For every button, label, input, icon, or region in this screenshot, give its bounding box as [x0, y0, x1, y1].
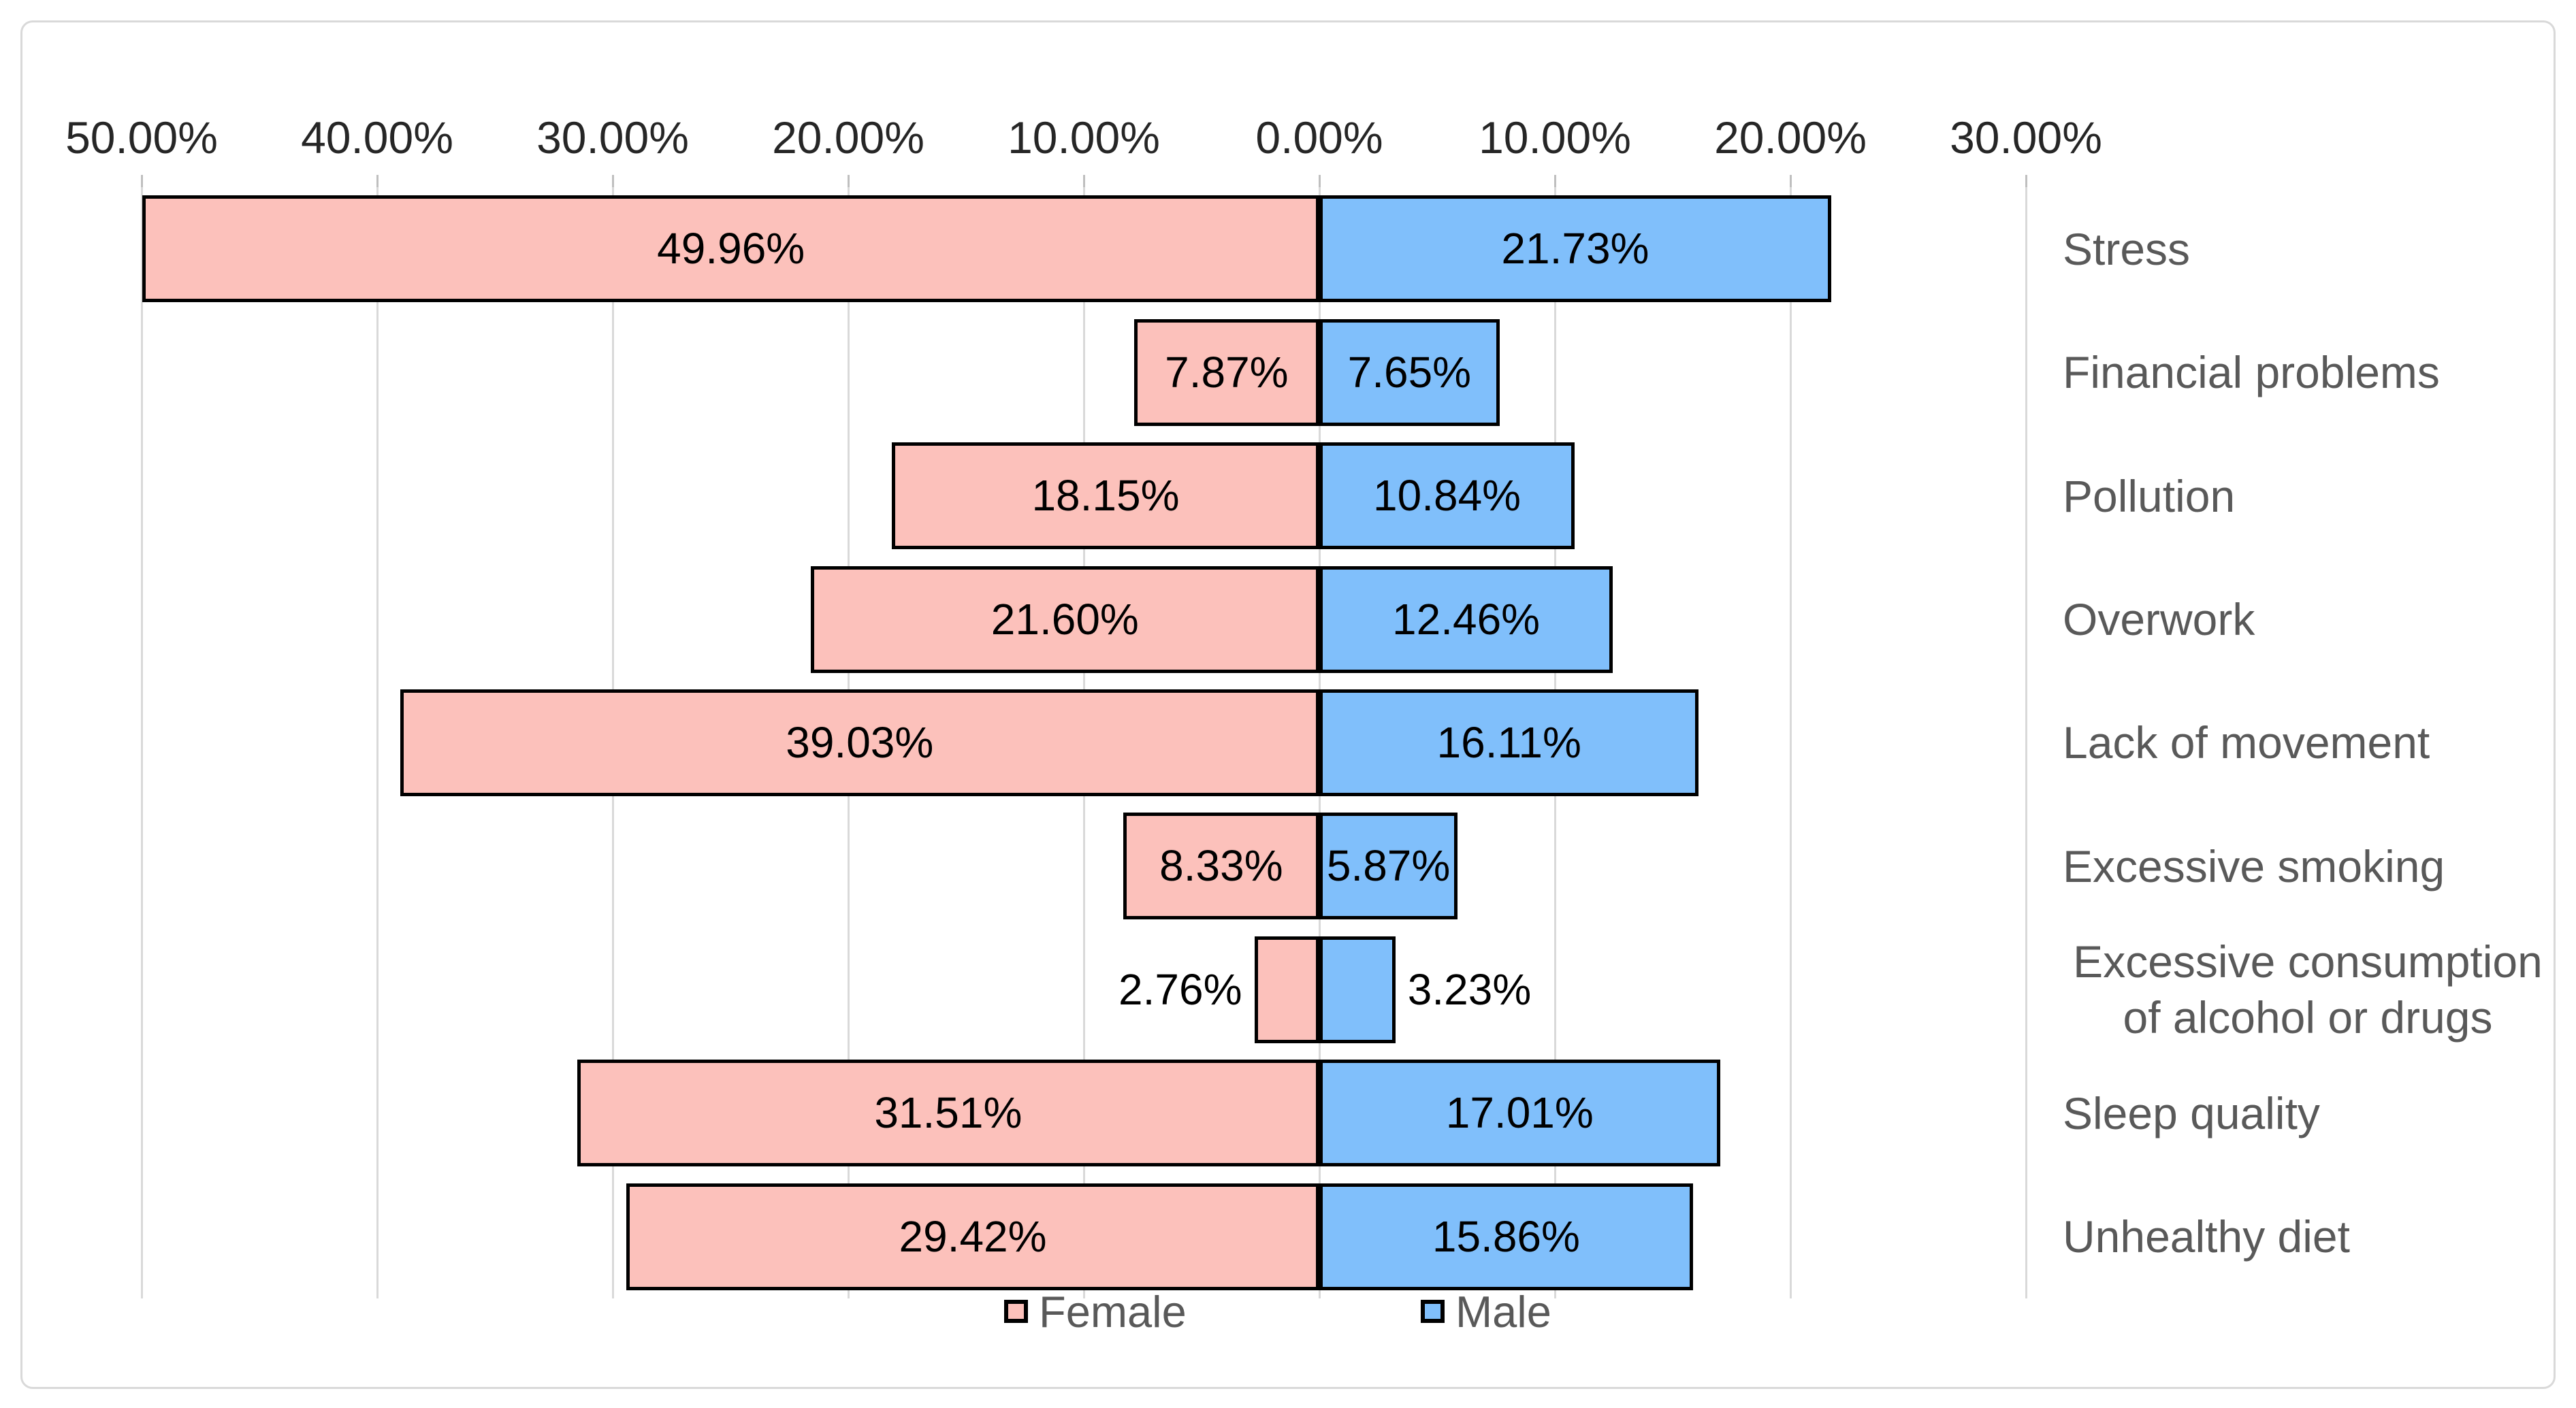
data-label-female: 39.03% [786, 718, 934, 767]
bar-female [892, 442, 1319, 550]
data-label-male: 16.11% [1436, 718, 1581, 767]
bar-female [142, 195, 1319, 303]
category-label-line: Lack of movement [2063, 717, 2430, 768]
data-label-female: 31.51% [874, 1088, 1023, 1138]
data-label-male: 3.23% [1407, 964, 1532, 1014]
bar-female [626, 1183, 1319, 1290]
axis-tick-mark [140, 175, 143, 187]
axis-tick-label: 20.00% [1714, 112, 1867, 163]
axis-tick-mark [1553, 175, 1556, 187]
bar-female [1133, 318, 1319, 426]
axis-tick-mark [1789, 175, 1792, 187]
bar-male [1319, 1060, 1720, 1167]
data-label-male: 7.65% [1347, 347, 1472, 397]
bar-female [400, 689, 1319, 796]
axis-tick-label: 50.00% [65, 112, 218, 163]
legend-item-male: Male [1421, 1287, 1551, 1337]
axis-tick-mark [1082, 175, 1085, 187]
axis-tick-mark [376, 175, 379, 187]
data-label-male: 12.46% [1392, 594, 1541, 644]
bar-male [1319, 936, 1396, 1043]
category-label-line: Pollution [2063, 470, 2236, 521]
data-label-female: 8.33% [1159, 841, 1283, 891]
legend-swatch-male-icon [1421, 1300, 1445, 1323]
axis-tick-mark [1318, 175, 1321, 187]
category-label: Financial problems [2063, 310, 2553, 433]
legend-item-female: Female [1004, 1287, 1187, 1337]
axis-tick-label: 10.00% [1008, 112, 1160, 163]
bar-male [1319, 442, 1575, 550]
axis-tick-mark [2025, 175, 2027, 187]
axis-tick-label: 40.00% [301, 112, 453, 163]
bar-female [1123, 813, 1319, 920]
bar-male [1319, 689, 1699, 796]
data-label-male: 5.87% [1326, 841, 1451, 891]
axis-tick-label: 20.00% [772, 112, 924, 163]
gridline [1789, 187, 1792, 1298]
category-label: Pollution [2063, 434, 2553, 557]
axis-tick-mark [611, 175, 614, 187]
axis-tick-label: 0.00% [1255, 112, 1383, 163]
category-label-line: Stress [2063, 223, 2191, 274]
data-label-female: 18.15% [1031, 471, 1180, 521]
category-label-line: Unhealthy diet [2063, 1211, 2350, 1262]
category-label-line: Overwork [2063, 594, 2255, 645]
legend-label-female: Female [1039, 1286, 1187, 1337]
axis-tick-label: 30.00% [536, 112, 689, 163]
category-label: Unhealthy diet [2063, 1175, 2553, 1298]
data-label-female: 49.96% [657, 224, 805, 274]
bar-female [810, 566, 1319, 673]
category-label-line: Financial problems [2063, 347, 2440, 398]
gridline [2025, 187, 2027, 1298]
category-label: Overwork [2063, 557, 2553, 681]
axis-tick-label: 10.00% [1479, 112, 1631, 163]
data-label-female: 2.76% [1118, 964, 1242, 1014]
bar-male [1319, 318, 1500, 426]
category-label-line: Excessive smoking [2063, 840, 2445, 891]
gridline [140, 187, 143, 1298]
legend-label-male: Male [1455, 1286, 1551, 1337]
category-label: Stress [2063, 187, 2553, 310]
bar-female [577, 1060, 1319, 1167]
data-label-female: 21.60% [991, 594, 1139, 644]
bar-male [1319, 195, 1831, 303]
bar-male [1319, 813, 1458, 920]
category-label: Excessive consumption of alcohol or drugs [2063, 928, 2553, 1051]
category-label-line: Sleep quality [2063, 1087, 2320, 1139]
axis-tick-label: 30.00% [1950, 112, 2102, 163]
data-label-male: 17.01% [1445, 1088, 1594, 1138]
bar-female [1254, 936, 1319, 1043]
data-label-male: 15.86% [1432, 1211, 1580, 1261]
legend-swatch-female-icon [1004, 1300, 1028, 1323]
category-label-line: Excessive consumption [2073, 936, 2543, 987]
data-label-female: 29.42% [899, 1211, 1047, 1261]
data-label-male: 21.73% [1501, 224, 1649, 274]
category-label: Sleep quality [2063, 1051, 2553, 1175]
bar-male [1319, 566, 1613, 673]
gridline [376, 187, 379, 1298]
axis-tick-mark [847, 175, 850, 187]
category-label-line: of alcohol or drugs [2123, 992, 2493, 1043]
bar-male [1319, 1183, 1693, 1290]
category-label: Excessive smoking [2063, 804, 2553, 928]
data-label-female: 7.87% [1165, 347, 1289, 397]
data-label-male: 10.84% [1373, 471, 1522, 521]
category-label: Lack of movement [2063, 681, 2553, 804]
